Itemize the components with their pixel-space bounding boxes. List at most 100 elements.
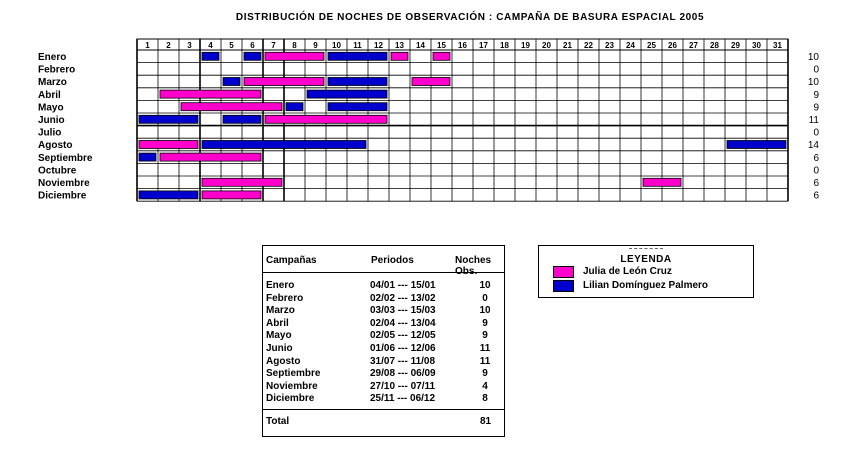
- month-total: 6: [813, 191, 819, 202]
- day-tick-label: 12: [374, 41, 383, 50]
- table-row: Diciembre 25/11 --- 06/12 8: [263, 393, 504, 406]
- day-tick-label: 16: [458, 41, 467, 50]
- month-label: Diciembre: [38, 191, 87, 202]
- row-nights: 11: [479, 355, 491, 367]
- observation-bar-lilian: [222, 114, 262, 124]
- row-campaign: Noviembre: [266, 380, 318, 392]
- day-tick-label: 1: [145, 41, 150, 50]
- month-total: 9: [813, 90, 819, 101]
- month-total: 0: [813, 165, 819, 176]
- day-tick-label: 10: [332, 41, 341, 50]
- day-tick-label: 7: [271, 41, 276, 50]
- month-label: Julio: [38, 128, 61, 139]
- row-campaign: Febrero: [266, 292, 304, 304]
- observation-bar-julia: [642, 177, 682, 187]
- row-nights: 8: [482, 393, 488, 405]
- legend-swatch-julia: [553, 266, 574, 278]
- observation-bar-lilian: [327, 77, 388, 86]
- header-divider: [263, 272, 504, 273]
- table-row: Febrero 02/02 --- 13/02 0: [263, 293, 504, 306]
- day-tick-label: 6: [250, 41, 255, 50]
- observation-bar-julia: [411, 77, 451, 86]
- observation-bar-julia: [390, 51, 409, 61]
- day-tick-label: 30: [752, 41, 761, 50]
- month-label: Abril: [38, 90, 61, 101]
- month-total: 10: [808, 77, 820, 88]
- observation-bar-lilian: [327, 102, 388, 112]
- total-divider: [263, 409, 504, 410]
- total-value: 81: [480, 416, 492, 427]
- row-period: 31/07 --- 11/08: [370, 355, 436, 367]
- day-tick-label: 31: [773, 41, 782, 50]
- row-period: 02/02 --- 13/02: [370, 292, 436, 304]
- row-nights: 11: [479, 343, 491, 354]
- day-tick-label: 5: [229, 41, 234, 50]
- month-total: 0: [813, 128, 819, 139]
- observation-bar-lilian: [201, 140, 367, 149]
- legend-label-julia: Julia de León Cruz: [583, 266, 672, 277]
- legend-title: LEYENDA: [539, 248, 753, 265]
- month-label: Noviembre: [38, 178, 90, 189]
- month-total: 10: [808, 52, 820, 63]
- day-tick-label: 22: [584, 41, 593, 50]
- observation-bar-lilian: [138, 152, 157, 162]
- row-campaign: Enero: [266, 280, 295, 291]
- day-tick-label: 20: [542, 41, 551, 50]
- month-label: Febrero: [38, 65, 75, 76]
- month-label: Marzo: [38, 77, 67, 88]
- gantt-chart: 1 2 3 4 5 6 7 8 9 10 11 12 13 14 15 16 17 18 19 20 21 22 23 24 2…: [38, 38, 820, 202]
- row-nights: 9: [482, 317, 488, 329]
- day-tick-label: 13: [395, 41, 404, 50]
- month-total: 6: [813, 178, 819, 189]
- observation-bar-julia: [264, 114, 388, 124]
- observation-bar-lilian: [201, 51, 220, 61]
- observation-bar-lilian: [285, 102, 304, 112]
- row-period: 03/03 --- 15/03: [370, 305, 436, 317]
- day-tick-label: 17: [479, 41, 488, 50]
- day-tick-label: 11: [353, 41, 362, 50]
- day-tick-label: 25: [647, 41, 656, 50]
- table-row: Abril 02/04 --- 13/04 9: [263, 318, 504, 331]
- table-row: Septiembre 29/08 --- 06/09 9: [263, 368, 504, 381]
- observation-bar-julia: [201, 190, 262, 200]
- legend-swatch-lilian: [553, 280, 574, 292]
- month-total: 6: [813, 153, 819, 164]
- row-campaign: Abril: [266, 317, 289, 329]
- table-row: Agosto 31/07 --- 11/08 11: [263, 356, 504, 369]
- observation-bar-julia: [159, 152, 262, 162]
- row-period: 27/10 --- 07/11: [370, 380, 436, 392]
- row-campaign: Diciembre: [266, 393, 315, 405]
- total-label: Total: [266, 416, 290, 427]
- observation-bar-julia: [180, 102, 283, 112]
- day-tick-label: 29: [731, 41, 740, 50]
- month-total: 0: [813, 65, 819, 76]
- observation-bar-julia: [201, 177, 283, 187]
- day-tick-label: 27: [689, 41, 698, 50]
- header-campaigns: Campañas: [266, 255, 317, 266]
- day-tick-label: 19: [521, 41, 530, 50]
- row-campaign: Marzo: [266, 305, 295, 317]
- row-nights: 0: [482, 292, 488, 304]
- observation-bar-julia: [159, 89, 262, 99]
- day-tick-label: 26: [668, 41, 677, 50]
- observation-bar-lilian: [726, 140, 787, 149]
- table-row: Junio 01/06 --- 12/06 11: [263, 343, 504, 356]
- day-tick-label: 3: [187, 41, 192, 50]
- total-row: Total 81: [263, 416, 504, 429]
- row-period: 25/11 --- 06/12: [370, 393, 436, 405]
- observation-bar-lilian: [222, 77, 241, 86]
- month-total: 11: [809, 115, 820, 126]
- month-total: 14: [808, 140, 820, 151]
- row-nights: 9: [482, 368, 488, 380]
- month-label: Septiembre: [38, 153, 93, 164]
- legend-label-lilian: Lilian Domínguez Palmero: [583, 280, 709, 291]
- day-tick-label: 21: [563, 41, 572, 50]
- observation-bar-lilian: [243, 51, 262, 61]
- observation-bar-julia: [432, 51, 451, 61]
- day-tick-label: 9: [313, 41, 318, 50]
- row-period: 01/06 --- 12/06: [370, 343, 436, 354]
- observation-bar-julia: [138, 140, 199, 149]
- observation-bar-lilian: [138, 190, 199, 200]
- observation-bar-lilian: [138, 114, 199, 124]
- row-campaign: Mayo: [266, 330, 292, 342]
